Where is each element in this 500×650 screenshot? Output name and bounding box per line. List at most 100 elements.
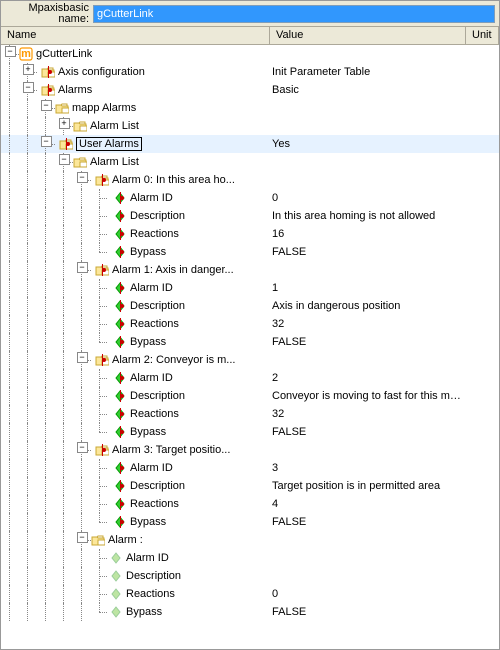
node-value[interactable]: Axis in dangerous position xyxy=(270,300,466,312)
node-value[interactable]: 16 xyxy=(270,228,466,240)
tree-row[interactable]: Description Conveyor is moving to fast fo… xyxy=(1,387,499,405)
node-value[interactable]: 3 xyxy=(270,462,466,474)
node-value[interactable]: 4 xyxy=(270,498,466,510)
tree-row[interactable]: −Alarm 1: Axis in danger... xyxy=(1,261,499,279)
node-value[interactable]: FALSE xyxy=(270,426,466,438)
collapse-icon[interactable]: − xyxy=(77,442,88,453)
changed-marker-icon xyxy=(120,318,124,330)
tree-row[interactable]: −mapp Alarms xyxy=(1,99,499,117)
collapse-icon[interactable]: − xyxy=(23,82,34,93)
expand-icon[interactable]: + xyxy=(59,118,70,129)
tree-row[interactable]: Alarm ID2 xyxy=(1,369,499,387)
node-value[interactable]: Basic xyxy=(270,84,466,96)
svg-text:m: m xyxy=(21,48,31,60)
column-value[interactable]: Value xyxy=(270,27,466,44)
node-value[interactable]: FALSE xyxy=(270,516,466,528)
node-label: Alarm List xyxy=(90,156,139,168)
tree-body: −mgCutterLink+Axis configurationInit Par… xyxy=(1,45,499,649)
collapse-icon[interactable]: − xyxy=(41,100,52,111)
changed-marker-icon xyxy=(120,462,124,474)
node-label: Alarm 3: Target positio... xyxy=(112,444,230,456)
tree-row[interactable]: Reactions0 xyxy=(1,585,499,603)
node-label: Alarms xyxy=(58,84,92,96)
changed-marker-icon xyxy=(120,372,124,384)
changed-marker-icon xyxy=(102,354,106,366)
tree-row[interactable]: +Alarm List xyxy=(1,117,499,135)
node-value[interactable]: 2 xyxy=(270,372,466,384)
changed-marker-icon xyxy=(120,282,124,294)
changed-marker-icon xyxy=(120,228,124,240)
node-value[interactable]: Yes xyxy=(270,138,466,150)
tree-row[interactable]: − Alarms Basic xyxy=(1,81,499,99)
node-value[interactable]: 32 xyxy=(270,318,466,330)
node-label: Alarm 0: In this area ho... xyxy=(112,174,235,186)
tree-row[interactable]: Alarm ID 3 xyxy=(1,459,499,477)
tree-row[interactable]: Reactions 32 xyxy=(1,315,499,333)
collapse-icon[interactable]: − xyxy=(77,262,88,273)
node-label: Alarm ID xyxy=(130,192,173,204)
node-value[interactable]: 1 xyxy=(270,282,466,294)
node-label: Description xyxy=(126,570,181,582)
tree-row[interactable]: DescriptionTarget position is in permitt… xyxy=(1,477,499,495)
tree-row[interactable]: Bypass FALSE xyxy=(1,603,499,621)
tree-row[interactable]: Alarm ID 1 xyxy=(1,279,499,297)
node-label: Alarm ID xyxy=(130,462,173,474)
collapse-icon[interactable]: − xyxy=(77,532,88,543)
node-label: Reactions xyxy=(130,498,179,510)
tree-row[interactable]: −Alarm 2: Conveyor is m... xyxy=(1,351,499,369)
node-value[interactable]: 32 xyxy=(270,408,466,420)
tree-row[interactable]: Reactions 4 xyxy=(1,495,499,513)
node-value[interactable]: Init Parameter Table xyxy=(270,66,466,78)
node-label: Alarm ID xyxy=(130,282,173,294)
tree-row[interactable]: BypassFALSE xyxy=(1,333,499,351)
tree-row[interactable]: −User AlarmsYes xyxy=(1,135,499,153)
tree-row[interactable]: Description In this area homing is not al… xyxy=(1,207,499,225)
expand-icon[interactable]: + xyxy=(23,64,34,75)
node-value[interactable]: FALSE xyxy=(270,606,466,618)
tree-row[interactable]: Alarm ID 0 xyxy=(1,189,499,207)
tree-row[interactable]: − Alarm 3: Target positio... xyxy=(1,441,499,459)
name-input[interactable] xyxy=(93,5,495,23)
tree-row[interactable]: Bypass FALSE xyxy=(1,243,499,261)
collapse-icon[interactable]: − xyxy=(59,154,70,165)
tree-row[interactable]: BypassFALSE xyxy=(1,423,499,441)
node-value[interactable]: 0 xyxy=(270,192,466,204)
node-label: Reactions xyxy=(130,318,179,330)
node-value[interactable]: FALSE xyxy=(270,336,466,348)
collapse-icon[interactable]: − xyxy=(5,46,16,57)
tree-row[interactable]: − Alarm List xyxy=(1,153,499,171)
node-label: Bypass xyxy=(130,246,166,258)
collapse-icon[interactable]: − xyxy=(41,136,52,147)
tree-row[interactable]: +Axis configurationInit Parameter Table xyxy=(1,63,499,81)
tree-row[interactable]: −Alarm : xyxy=(1,531,499,549)
tree-row[interactable]: Reactions32 xyxy=(1,405,499,423)
tree-row[interactable]: Description xyxy=(1,567,499,585)
tree-row[interactable]: Reactions16 xyxy=(1,225,499,243)
tree-row[interactable]: BypassFALSE xyxy=(1,513,499,531)
column-unit[interactable]: Unit xyxy=(466,27,499,44)
m-icon: m xyxy=(19,47,33,61)
changed-marker-icon xyxy=(120,246,124,258)
node-label: Description xyxy=(130,390,185,402)
tree-row[interactable]: Description Axis in dangerous position xyxy=(1,297,499,315)
node-value[interactable]: Target position is in permitted area xyxy=(270,480,466,492)
node-value[interactable]: Conveyor is moving to fast for this mode xyxy=(270,390,466,402)
changed-marker-icon xyxy=(120,426,124,438)
tree-row[interactable]: Alarm ID xyxy=(1,549,499,567)
tree-row[interactable]: −mgCutterLink xyxy=(1,45,499,63)
changed-marker-icon xyxy=(48,66,52,78)
node-label: Bypass xyxy=(126,606,162,618)
changed-marker-icon xyxy=(120,498,124,510)
column-name[interactable]: Name xyxy=(1,27,270,44)
node-label: Description xyxy=(130,300,185,312)
changed-marker-icon xyxy=(102,174,106,186)
node-value[interactable]: FALSE xyxy=(270,246,466,258)
changed-marker-icon xyxy=(120,516,124,528)
collapse-icon[interactable]: − xyxy=(77,352,88,363)
tree-row[interactable]: − Alarm 0: In this area ho... xyxy=(1,171,499,189)
node-value[interactable]: 0 xyxy=(270,588,466,600)
node-label: Description xyxy=(130,210,185,222)
collapse-icon[interactable]: − xyxy=(77,172,88,183)
node-value[interactable]: In this area homing is not allowed xyxy=(270,210,466,222)
node-label: Alarm ID xyxy=(126,552,169,564)
